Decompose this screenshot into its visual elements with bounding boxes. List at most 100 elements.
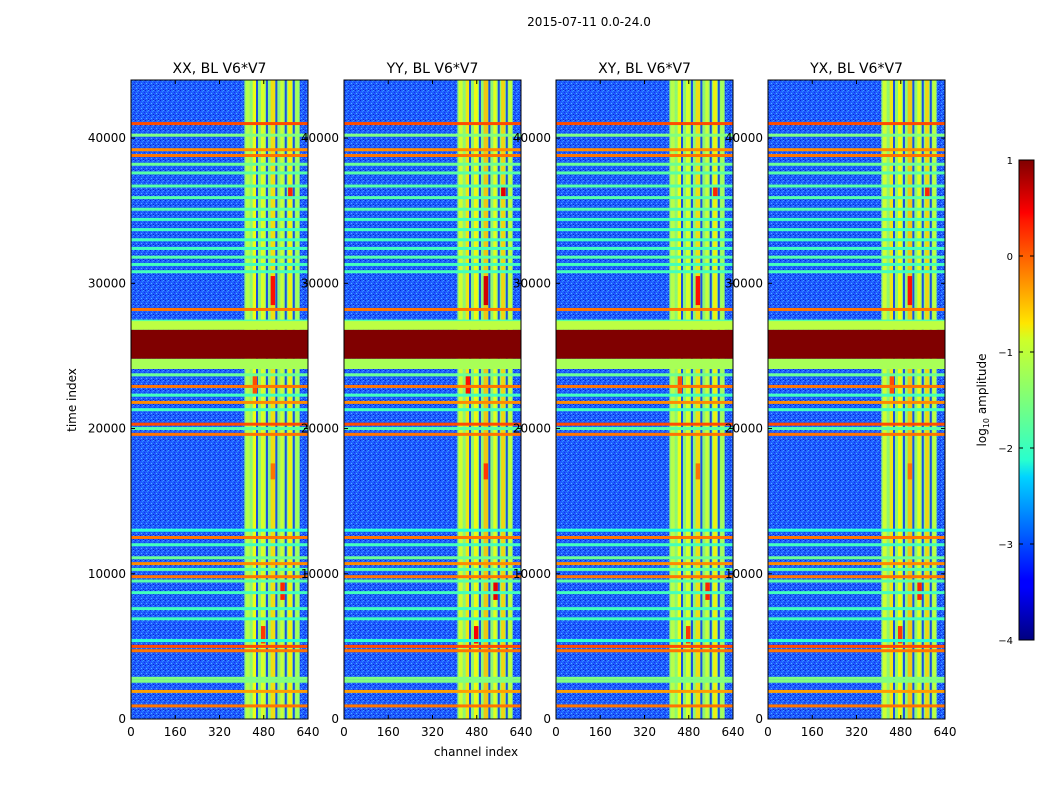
- flagged-time-row: [131, 575, 308, 579]
- saturated-band-edge: [131, 358, 308, 370]
- colorbar-tick-label: −1: [998, 348, 1013, 359]
- flagged-time-row: [768, 556, 945, 560]
- hot-spot: [907, 276, 913, 306]
- flagged-time-row: [131, 676, 308, 680]
- channel-stripe: [670, 80, 675, 719]
- flagged-time-row: [344, 639, 521, 643]
- y-tick-label: 30000: [301, 276, 339, 290]
- flagged-time-row: [556, 676, 733, 680]
- y-tick-label: 40000: [88, 131, 126, 145]
- x-tick-label: 640: [510, 725, 533, 739]
- flagged-time-row: [768, 400, 945, 404]
- flagged-time-row: [131, 246, 308, 250]
- hot-spot: [270, 276, 276, 306]
- flagged-time-row: [131, 591, 308, 595]
- panel-title: YX, BL V6*V7: [809, 61, 903, 77]
- flagged-time-row: [768, 427, 945, 431]
- channel-stripe: [288, 80, 292, 719]
- x-tick-label: 480: [889, 725, 912, 739]
- flagged-time-row: [768, 575, 945, 579]
- y-tick-label: 10000: [513, 567, 551, 581]
- flagged-time-row: [344, 556, 521, 560]
- flagged-time-row: [556, 617, 733, 621]
- flagged-time-row: [131, 639, 308, 643]
- flagged-time-row: [768, 246, 945, 250]
- flagged-time-row: [556, 154, 733, 158]
- flagged-time-row: [768, 384, 945, 388]
- x-tick-label: 0: [127, 725, 135, 739]
- channel-stripe: [458, 80, 463, 719]
- flagged-time-row: [131, 228, 308, 232]
- flagged-time-row: [768, 644, 945, 648]
- flagged-time-row: [344, 704, 521, 708]
- x-tick-label: 320: [845, 725, 868, 739]
- flagged-time-row: [556, 567, 733, 571]
- colorbar-label: log10 amplitude: [975, 354, 991, 447]
- channel-gap: [256, 80, 259, 719]
- channel-stripe: [677, 80, 682, 719]
- flagged-time-row: [344, 373, 521, 377]
- flagged-time-row: [556, 704, 733, 708]
- flagged-time-row: [556, 649, 733, 653]
- flagged-time-row: [556, 133, 733, 137]
- channel-stripe: [252, 80, 257, 719]
- x-tick-label: 320: [208, 725, 231, 739]
- flagged-time-row: [344, 154, 521, 158]
- y-tick-label: 10000: [725, 567, 763, 581]
- flagged-time-row: [556, 207, 733, 211]
- panel-title: XY, BL V6*V7: [598, 61, 691, 77]
- flagged-time-row: [344, 171, 521, 175]
- flagged-time-row: [344, 133, 521, 137]
- flagged-time-row: [556, 122, 733, 126]
- hot-spot: [465, 373, 471, 394]
- flagged-time-row: [131, 408, 308, 412]
- y-tick-label: 40000: [513, 131, 551, 145]
- flagged-time-row: [131, 162, 308, 166]
- colorbar-label-subscript: 10: [982, 418, 991, 428]
- x-tick-label: 0: [552, 725, 560, 739]
- x-tick-label: 0: [764, 725, 772, 739]
- flagged-time-row: [768, 228, 945, 232]
- x-tick-label: 160: [589, 725, 612, 739]
- panel-yx: YX, BL V6*V7 0 160 320 480 640 0 10000 20000 3000…: [725, 61, 957, 739]
- flagged-time-row: [344, 307, 521, 311]
- y-tick-label: 20000: [88, 422, 126, 436]
- flagged-time-row: [768, 689, 945, 693]
- saturated-time-band: [131, 329, 308, 359]
- colorbar-tick-label: 1: [1007, 156, 1013, 167]
- flagged-time-row: [344, 644, 521, 648]
- channel-gap: [709, 80, 712, 719]
- flagged-time-row: [131, 400, 308, 404]
- flagged-time-row: [131, 184, 308, 188]
- flagged-time-row: [344, 689, 521, 693]
- x-tick-label: 160: [377, 725, 400, 739]
- channel-gap: [912, 80, 915, 719]
- flagged-time-row: [556, 228, 733, 232]
- flagged-time-row: [131, 528, 308, 532]
- flagged-time-row: [131, 543, 308, 547]
- y-tick-label: 0: [543, 712, 551, 726]
- y-tick-label: 40000: [725, 131, 763, 145]
- flagged-time-row: [556, 679, 733, 683]
- flagged-time-row: [556, 238, 733, 242]
- channel-stripe: [508, 80, 512, 719]
- y-tick-label: 30000: [725, 276, 763, 290]
- saturated-band-edge: [768, 358, 945, 370]
- flagged-time-row: [768, 122, 945, 126]
- y-tick-label: 30000: [513, 276, 551, 290]
- flagged-time-row: [344, 679, 521, 683]
- flagged-time-row: [768, 270, 945, 274]
- colorbar-tick-label: −4: [998, 636, 1013, 647]
- saturated-time-band: [768, 329, 945, 359]
- flagged-time-row: [768, 649, 945, 653]
- flagged-time-row: [556, 184, 733, 188]
- channel-stripe: [245, 80, 250, 719]
- channel-gap: [700, 80, 703, 719]
- flagged-time-row: [131, 556, 308, 560]
- flagged-time-row: [131, 617, 308, 621]
- flagged-time-row: [344, 579, 521, 583]
- flagged-time-row: [344, 122, 521, 126]
- flagged-time-row: [768, 373, 945, 377]
- hot-spot: [473, 626, 479, 644]
